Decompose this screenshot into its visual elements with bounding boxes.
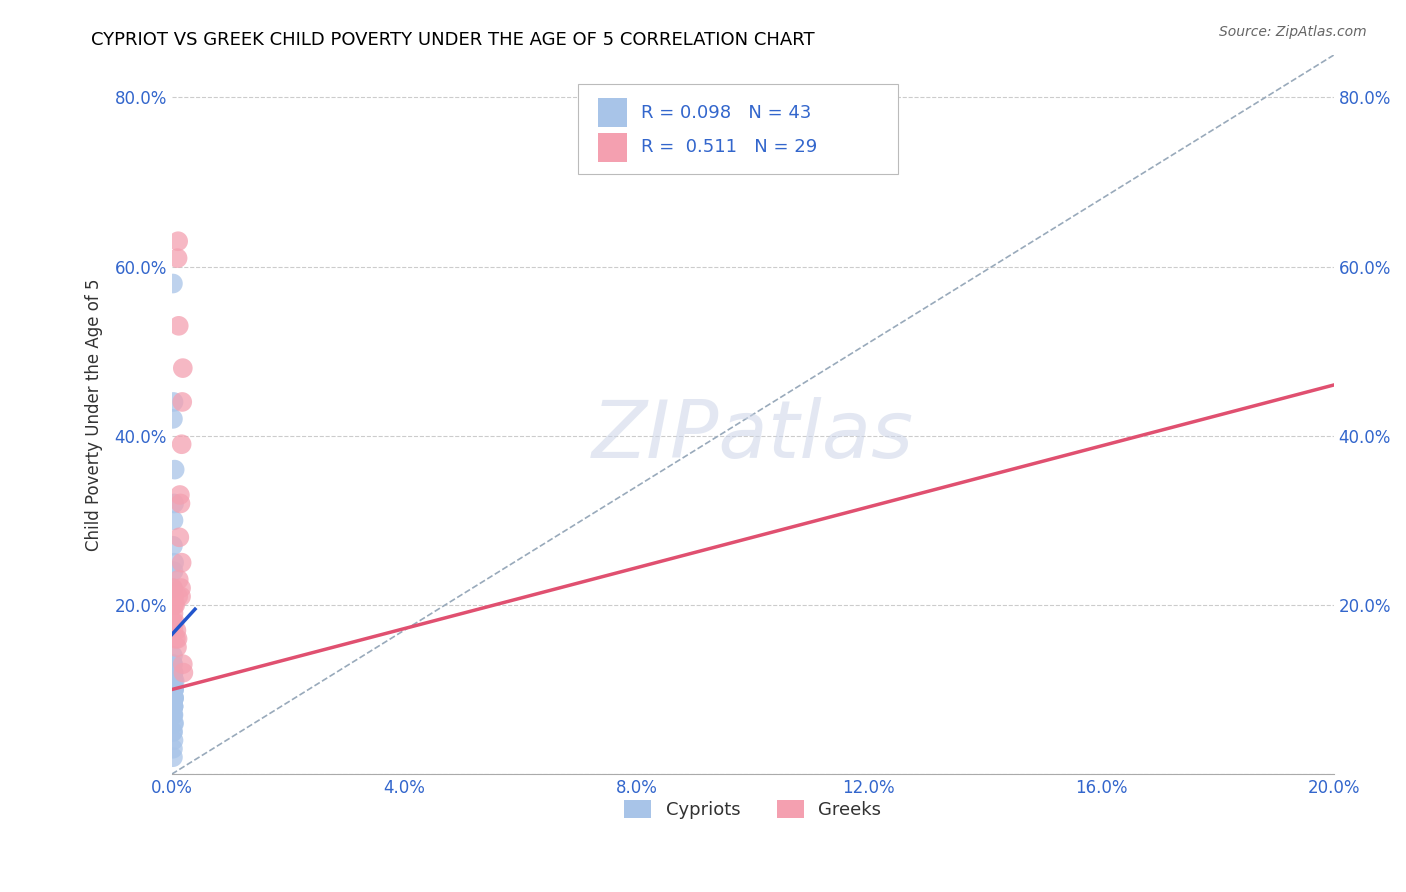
Point: [166, 632, 188, 646]
Point: [163, 682, 186, 697]
Point: [162, 699, 184, 714]
Point: [172, 395, 194, 409]
Point: [162, 657, 184, 672]
Point: [162, 707, 184, 722]
Point: [163, 674, 186, 689]
Point: [162, 615, 184, 629]
Legend: Cypriots, Greeks: Cypriots, Greeks: [617, 792, 889, 826]
Point: [170, 556, 193, 570]
Point: [167, 573, 190, 587]
Point: [162, 624, 184, 638]
Point: [163, 691, 186, 706]
Text: R = 0.098   N = 43: R = 0.098 N = 43: [641, 103, 811, 121]
Point: [165, 632, 187, 646]
Point: [163, 682, 186, 697]
Point: [163, 716, 186, 731]
Text: Source: ZipAtlas.com: Source: ZipAtlas.com: [1219, 25, 1367, 39]
Point: [162, 691, 184, 706]
Point: [162, 665, 184, 680]
Point: [169, 488, 191, 502]
Point: [162, 682, 184, 697]
Point: [162, 691, 184, 706]
Point: [162, 682, 184, 697]
Point: [169, 530, 191, 544]
Point: [170, 590, 193, 604]
Point: [162, 581, 184, 595]
Point: [166, 251, 188, 265]
Point: [162, 657, 184, 672]
Point: [169, 496, 191, 510]
Point: [162, 741, 184, 756]
Point: [162, 412, 184, 426]
Point: [170, 437, 193, 451]
Y-axis label: Child Poverty Under the Age of 5: Child Poverty Under the Age of 5: [86, 278, 103, 551]
Point: [162, 598, 184, 612]
Point: [163, 590, 186, 604]
Point: [167, 318, 190, 333]
Point: [165, 598, 187, 612]
Point: [163, 556, 186, 570]
Point: [162, 733, 184, 747]
Point: [163, 598, 186, 612]
Point: [170, 581, 193, 595]
FancyBboxPatch shape: [578, 84, 898, 174]
Point: [163, 462, 186, 476]
Point: [162, 682, 184, 697]
Point: [163, 691, 186, 706]
Point: [162, 750, 184, 764]
Point: [162, 648, 184, 663]
Point: [167, 234, 190, 248]
Point: [172, 361, 194, 376]
Point: [163, 496, 186, 510]
Point: [162, 707, 184, 722]
Point: [166, 640, 188, 655]
Point: [162, 716, 184, 731]
Point: [162, 699, 184, 714]
Point: [172, 657, 194, 672]
Text: R =  0.511   N = 29: R = 0.511 N = 29: [641, 138, 817, 156]
Text: CYPRIOT VS GREEK CHILD POVERTY UNDER THE AGE OF 5 CORRELATION CHART: CYPRIOT VS GREEK CHILD POVERTY UNDER THE…: [91, 31, 815, 49]
Point: [162, 581, 184, 595]
Point: [162, 674, 184, 689]
Point: [162, 699, 184, 714]
Text: ZIPatlas: ZIPatlas: [592, 397, 914, 475]
Point: [167, 590, 190, 604]
Point: [165, 624, 187, 638]
Point: [163, 615, 186, 629]
Point: [162, 724, 184, 739]
FancyBboxPatch shape: [598, 133, 627, 161]
Point: [162, 395, 184, 409]
Point: [162, 513, 184, 527]
Point: [162, 707, 184, 722]
Point: [162, 665, 184, 680]
Point: [162, 724, 184, 739]
Point: [162, 691, 184, 706]
Point: [162, 539, 184, 553]
Point: [162, 699, 184, 714]
Point: [162, 699, 184, 714]
FancyBboxPatch shape: [598, 98, 627, 127]
Point: [162, 564, 184, 578]
Point: [172, 665, 194, 680]
Point: [162, 277, 184, 291]
Point: [162, 665, 184, 680]
Point: [162, 607, 184, 621]
